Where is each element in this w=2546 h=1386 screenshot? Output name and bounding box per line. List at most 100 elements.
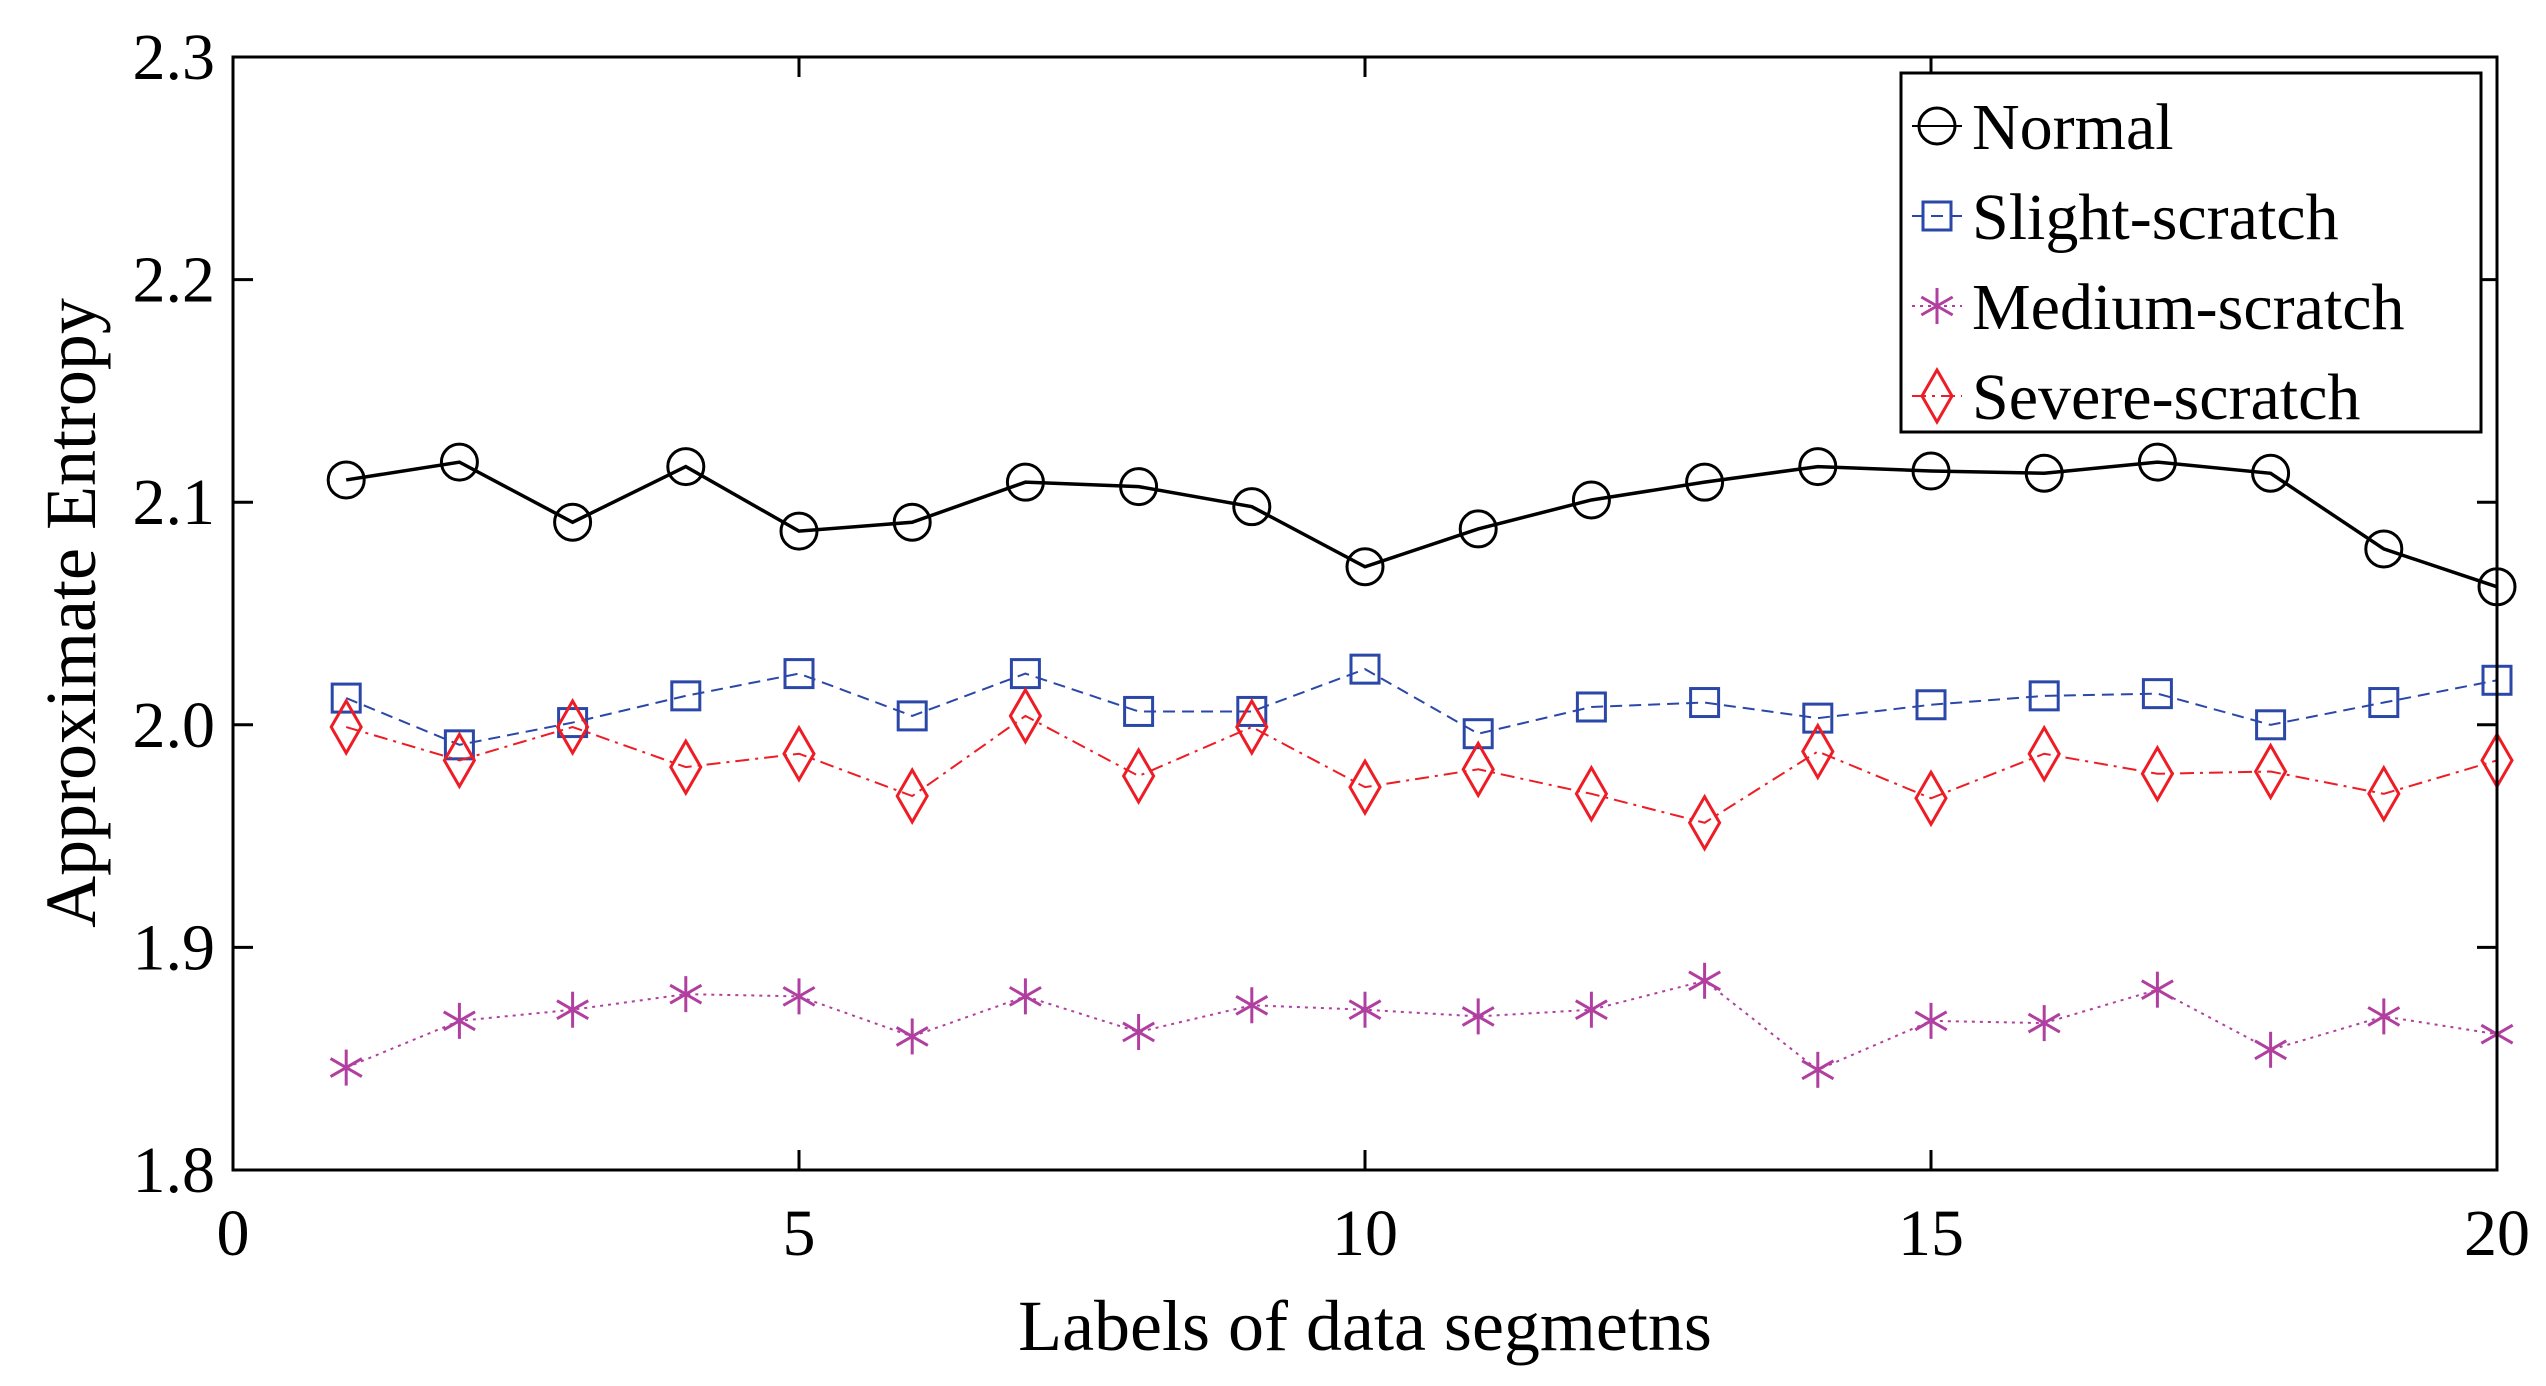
y-tick-label: 2.0 xyxy=(133,689,216,762)
data-point-square xyxy=(1236,695,1268,727)
data-point-circle xyxy=(1345,547,1385,587)
data-point-diamond xyxy=(2367,764,2401,823)
data-point-square xyxy=(1462,718,1494,750)
legend-label: Normal xyxy=(1972,91,2174,164)
data-point-diamond xyxy=(782,724,816,783)
data-point-diamond xyxy=(1801,722,1835,781)
data-point-asterisk xyxy=(1235,987,1269,1024)
data-point-asterisk xyxy=(2140,971,2174,1008)
data-point-circle xyxy=(2137,442,2177,482)
data-point-square xyxy=(2368,687,2400,719)
legend-marker-circle xyxy=(1917,106,1957,146)
y-tick-label: 2.1 xyxy=(133,466,216,539)
data-point-circle xyxy=(1571,480,1611,520)
data-point-square xyxy=(2255,709,2287,741)
x-tick-label: 0 xyxy=(217,1197,250,1270)
data-point-asterisk xyxy=(895,1018,929,1055)
legend-label: Medium-scratch xyxy=(1972,271,2405,344)
legend-marker-diamond xyxy=(1920,366,1954,426)
data-point-asterisk xyxy=(329,1049,363,1086)
axis-ticks: 0 5 10 15 20 1.8 1.9 2.0 2.1 2.2 2.3 xyxy=(133,21,2531,1270)
data-point-asterisk xyxy=(1348,991,1382,1028)
data-point-circle xyxy=(1232,487,1272,527)
data-point-asterisk xyxy=(2254,1031,2288,1068)
data-point-diamond xyxy=(1008,686,1043,745)
data-point-circle xyxy=(1911,451,1951,491)
legend-marker-square xyxy=(1921,200,1953,232)
data-point-square xyxy=(1802,702,1834,734)
data-point-diamond xyxy=(1687,793,1722,852)
data-point-circle xyxy=(1798,447,1838,487)
series-severe-scratch xyxy=(329,686,2514,852)
series-line xyxy=(345,714,2498,824)
x-axis-label: Labels of data segmetns xyxy=(1018,1286,1712,1366)
legend-item: Slight-scratch xyxy=(1912,181,2339,254)
data-point-diamond xyxy=(442,731,477,790)
legend-label: Slight-scratch xyxy=(1972,181,2339,254)
legend-item: Medium-scratch xyxy=(1912,271,2405,344)
data-point-square xyxy=(1915,689,1947,721)
data-point-square xyxy=(1123,695,1155,727)
legend-item: Severe-scratch xyxy=(1912,361,2360,434)
series-group xyxy=(326,442,2517,1088)
data-point-diamond xyxy=(2140,744,2175,803)
data-point-diamond xyxy=(1348,758,1382,817)
legend-item: Normal xyxy=(1912,91,2174,164)
data-point-diamond xyxy=(2027,724,2061,783)
series-medium-scratch xyxy=(329,962,2514,1088)
data-point-circle xyxy=(1119,467,1159,507)
series-line xyxy=(345,668,2498,746)
series-normal xyxy=(326,442,2517,607)
y-tick-label: 1.8 xyxy=(133,1134,216,1207)
x-tick-label: 15 xyxy=(1898,1197,1964,1270)
data-point-square xyxy=(2141,678,2173,710)
data-point-diamond xyxy=(895,767,929,826)
data-point-asterisk xyxy=(782,978,816,1015)
legend-label: Severe-scratch xyxy=(1972,361,2360,434)
data-point-asterisk xyxy=(1008,978,1042,1015)
legend: Normal Slight-scratch Medium-scratch Severe… xyxy=(1899,71,2483,434)
data-point-square xyxy=(783,658,815,690)
data-point-diamond xyxy=(329,698,363,757)
plot-frame xyxy=(231,55,2499,1172)
data-point-square xyxy=(896,700,928,732)
series-line xyxy=(345,979,2498,1071)
x-tick-label: 10 xyxy=(1332,1197,1398,1270)
data-point-asterisk xyxy=(1574,991,1608,1028)
legend-marker-asterisk xyxy=(1920,288,1954,324)
data-point-circle xyxy=(666,447,706,487)
data-point-circle xyxy=(779,511,819,551)
data-point-asterisk xyxy=(1688,962,1722,999)
data-point-asterisk xyxy=(1461,998,1495,1035)
data-point-asterisk xyxy=(669,976,703,1013)
data-point-circle xyxy=(326,460,366,500)
data-point-square xyxy=(330,682,362,714)
data-point-square xyxy=(670,680,702,712)
data-point-asterisk xyxy=(1801,1051,1835,1088)
data-point-diamond xyxy=(1121,746,1156,805)
data-point-square xyxy=(1575,691,1607,723)
data-point-diamond xyxy=(1461,740,1495,799)
data-point-diamond xyxy=(1574,764,1609,823)
data-point-diamond xyxy=(669,738,703,797)
data-point-asterisk xyxy=(442,1002,476,1039)
data-point-diamond xyxy=(1235,698,1269,757)
data-point-asterisk xyxy=(1122,1013,1156,1050)
data-point-circle xyxy=(892,502,932,542)
y-tick-label: 1.9 xyxy=(133,911,216,984)
data-point-circle xyxy=(1005,462,1045,502)
x-tick-label: 20 xyxy=(2464,1197,2530,1270)
data-point-circle xyxy=(553,502,593,542)
y-tick-label: 2.2 xyxy=(133,244,216,317)
data-point-circle xyxy=(2364,529,2404,569)
data-point-circle xyxy=(439,442,479,482)
data-point-square xyxy=(1349,653,1381,685)
data-point-square xyxy=(2028,680,2060,712)
data-point-circle xyxy=(1458,509,1498,549)
data-point-asterisk xyxy=(2367,998,2401,1035)
data-point-circle xyxy=(2251,453,2291,493)
data-point-diamond xyxy=(555,698,590,757)
data-point-square xyxy=(443,729,475,761)
data-point-asterisk xyxy=(556,991,590,1028)
